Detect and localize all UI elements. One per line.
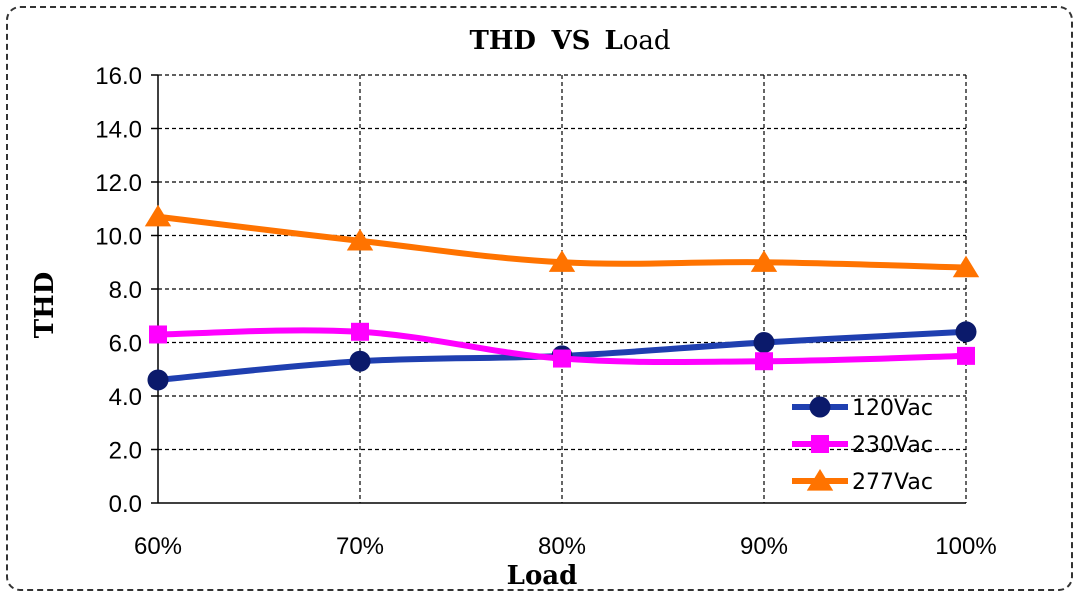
y-axis-label: THD [30, 272, 60, 338]
series-230vac [149, 322, 975, 371]
data-point-230vac [149, 325, 167, 344]
legend-label-277vac: 277Vac [852, 470, 933, 495]
data-point-230vac [957, 346, 975, 365]
x-axis-label: Load [507, 561, 578, 591]
data-point-230vac [553, 349, 571, 368]
y-tick-label: 8.0 [109, 277, 142, 304]
legend-item-120vac: 120Vac [792, 396, 933, 421]
data-point-120vac [753, 332, 775, 353]
data-point-277vac [952, 255, 980, 278]
y-tick-label: 4.0 [109, 384, 142, 411]
chart-frame [6, 6, 1073, 591]
data-point-277vac [346, 228, 374, 251]
x-tick-label: 100% [935, 533, 996, 560]
data-point-120vac [349, 350, 371, 372]
legend-label-230vac: 230Vac [852, 433, 933, 458]
data-point-230vac [351, 322, 369, 341]
data-point-120vac [955, 321, 977, 343]
legend-marker-277vac [806, 469, 834, 491]
y-tick-label: 12.0 [95, 170, 142, 197]
y-tick-label: 14.0 [95, 117, 142, 144]
series-layer [144, 204, 980, 391]
y-tick-label: 0.0 [109, 491, 142, 518]
grid [158, 74, 967, 503]
data-point-120vac [147, 369, 169, 391]
x-tick-label: 70% [336, 533, 384, 560]
legend: 120Vac 230Vac 277Vac [792, 396, 933, 495]
x-tick-label: 60% [134, 533, 182, 560]
legend-marker-120vac [809, 396, 831, 418]
x-tick-label: 90% [740, 533, 788, 560]
tick-labels: 0.0 2.0 4.0 6.0 8.0 10.0 12.0 14.0 16.0 60% 70% 80%… [95, 63, 996, 560]
data-point-277vac [750, 250, 778, 272]
legend-item-277vac: 277Vac [792, 469, 933, 495]
legend-marker-230vac [811, 435, 829, 453]
data-point-277vac [144, 204, 172, 227]
series-277vac [144, 204, 980, 278]
data-point-277vac [548, 250, 576, 272]
data-point-230vac [755, 352, 773, 371]
y-tick-label: 6.0 [109, 331, 142, 358]
y-tick-label: 10.0 [95, 224, 142, 251]
chart-title: THD VS Load [469, 26, 670, 56]
legend-label-120vac: 120Vac [852, 396, 933, 421]
y-tick-label: 16.0 [95, 63, 142, 90]
legend-item-230vac: 230Vac [792, 433, 933, 458]
y-tick-label: 2.0 [109, 438, 142, 465]
axes [151, 74, 966, 504]
x-tick-label: 80% [538, 533, 586, 560]
